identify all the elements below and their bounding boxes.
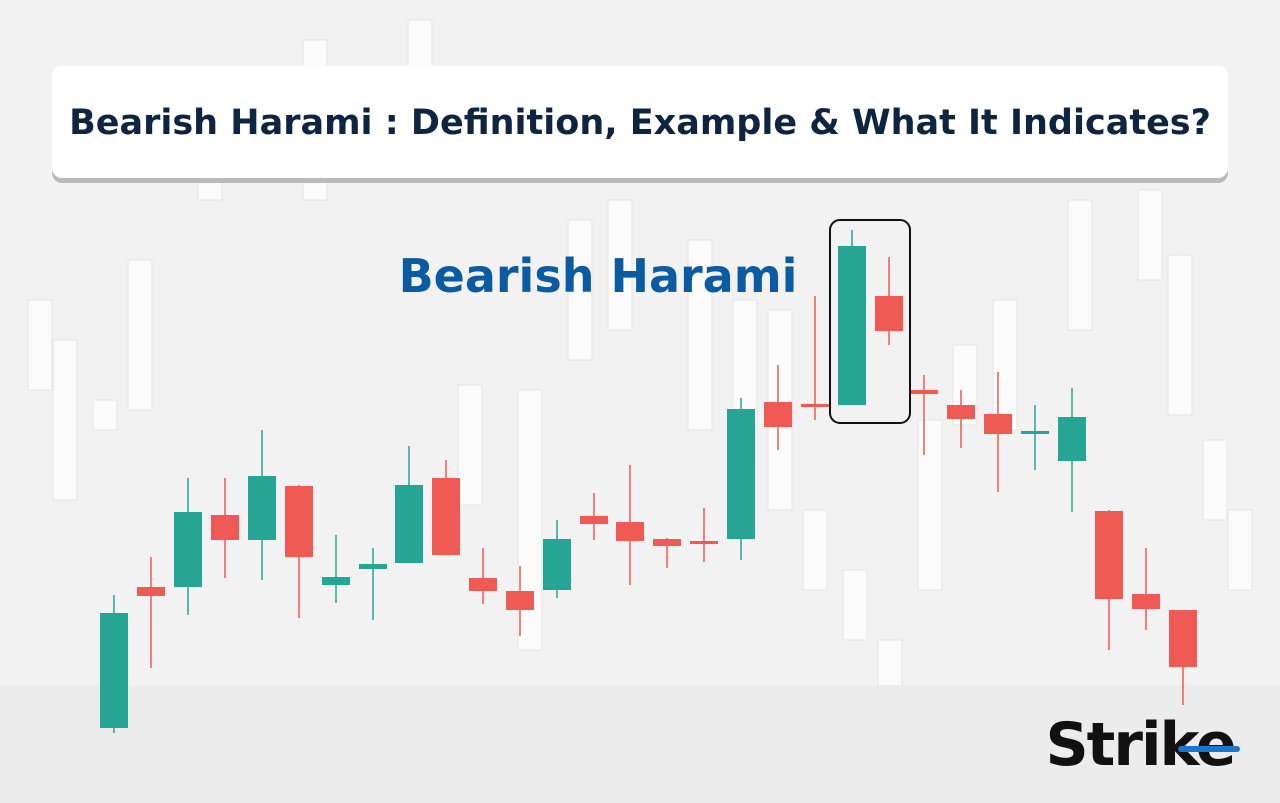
background-candle (992, 299, 1018, 431)
candle-body (947, 405, 975, 419)
candle-body (1058, 417, 1086, 461)
candle-body (543, 539, 571, 590)
background-candle (1227, 509, 1253, 591)
candle-body (432, 478, 460, 555)
candle-body (322, 577, 350, 585)
background-candle (127, 259, 153, 411)
candle-body (875, 296, 903, 331)
candle-body (211, 515, 239, 540)
background-candle (517, 389, 543, 651)
background-candle (567, 219, 593, 361)
pattern-label: Bearish Harami (399, 249, 798, 303)
candle-body (1169, 610, 1197, 667)
candle-body (506, 591, 534, 610)
candle-body (248, 476, 276, 540)
background-candle (1137, 189, 1163, 281)
candle-body (984, 414, 1012, 434)
candle-body (285, 486, 313, 557)
background-candle (842, 569, 868, 641)
candle-body (359, 564, 387, 569)
logo-accent (1178, 746, 1240, 752)
candle-body (469, 578, 497, 591)
background-candle (1202, 439, 1228, 521)
logo: Strike (1045, 710, 1234, 780)
background-candle (1167, 254, 1193, 416)
background-candle (802, 509, 828, 591)
candle-body (395, 485, 423, 563)
candle-body (580, 516, 608, 524)
candle-body (838, 246, 866, 405)
candle-body (690, 541, 718, 544)
candle-body (137, 587, 165, 596)
background-candle (27, 299, 53, 391)
background-candle (1067, 199, 1093, 331)
candle-body (764, 402, 792, 427)
background-candle (732, 299, 758, 421)
background-candle (457, 384, 483, 506)
candlesticks (100, 230, 1197, 733)
background-candle (92, 399, 118, 431)
candle-body (100, 613, 128, 728)
candle-body (174, 512, 202, 587)
candle-body (727, 409, 755, 539)
candle-body (1132, 594, 1160, 609)
candle-body (1021, 431, 1049, 434)
candle-body (1095, 511, 1123, 599)
candle-body (653, 539, 681, 546)
background-candle (917, 419, 943, 591)
background-candle (607, 199, 633, 331)
highlight-box (829, 219, 911, 424)
title-card (52, 66, 1228, 178)
background-band (0, 685, 1280, 803)
candle-body (910, 390, 938, 394)
candle-body (801, 404, 829, 407)
title: Bearish Harami : Definition, Example & W… (69, 103, 1211, 143)
background-candle (687, 239, 713, 431)
candle-body (616, 522, 644, 541)
background-candle (52, 339, 78, 501)
